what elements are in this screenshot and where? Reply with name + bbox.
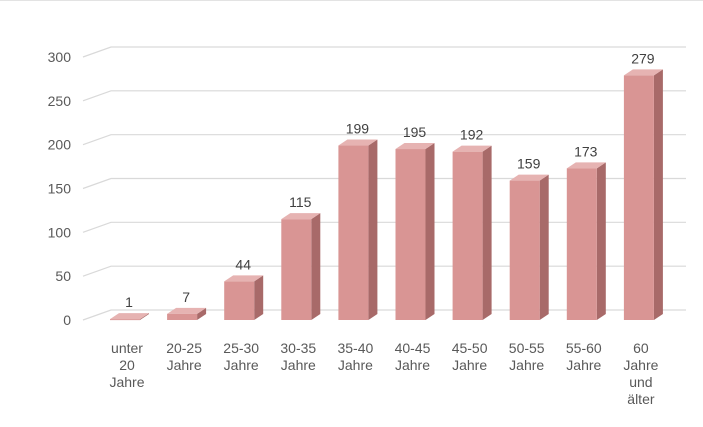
category-label-line: 50-55 [509, 340, 545, 356]
bar [509, 174, 549, 320]
data-label: 199 [346, 121, 370, 137]
category-label-line: 30-35 [280, 340, 316, 356]
category-label-line: 20 [119, 357, 135, 373]
category-label-line: 40-45 [395, 340, 431, 356]
category-label-line: Jahre [452, 357, 487, 373]
bar [110, 313, 149, 321]
category-label-line: Jahre [395, 357, 430, 373]
category-label: 50-55 Jahre [509, 340, 545, 373]
gridline [82, 46, 686, 58]
category-label-line: Jahre [224, 357, 259, 373]
category-label: 25-30 Jahre [223, 340, 259, 373]
category-label: 45-50 Jahre [452, 340, 488, 373]
category-label-line: Jahre [338, 357, 373, 373]
category-label-line: Jahre [109, 374, 144, 390]
bar [623, 69, 663, 320]
bar [338, 139, 378, 320]
bars [110, 69, 663, 321]
data-label: 44 [235, 256, 251, 272]
y-axis-ticks: 0 50 100 150 200 250 300 [48, 49, 72, 328]
gridline [82, 134, 686, 146]
category-label-line: und [629, 374, 652, 390]
category-label: 55-60 Jahre [566, 340, 602, 373]
bar [452, 145, 492, 320]
data-labels: 1 7 44 115 199 195 192 159 173 279 [125, 50, 655, 310]
category-label-line: 60 [633, 340, 649, 356]
y-tick-label: 50 [55, 268, 71, 284]
category-label-line: Jahre [281, 357, 316, 373]
data-label: 115 [289, 194, 312, 210]
bar [281, 213, 321, 320]
data-label: 1 [125, 294, 133, 310]
category-label-line: Jahre [566, 357, 601, 373]
y-tick-label: 100 [48, 224, 72, 240]
gridline [82, 90, 686, 102]
category-label: 20-25 Jahre [166, 340, 202, 373]
category-label: 30-35 Jahre [280, 340, 316, 373]
category-label-line: älter [627, 391, 655, 407]
category-label-line: Jahre [623, 357, 658, 373]
data-label: 195 [403, 124, 427, 140]
data-label: 279 [631, 50, 655, 66]
category-label-line: unter [111, 340, 143, 356]
gridline [82, 309, 686, 321]
category-label-line: Jahre [509, 357, 544, 373]
bar [167, 307, 207, 320]
category-label-line: 25-30 [223, 340, 259, 356]
gridline [82, 221, 686, 233]
y-tick-label: 200 [48, 137, 72, 153]
y-tick-label: 250 [48, 93, 72, 109]
category-label: 60 Jahre und älter [623, 340, 658, 407]
data-label: 159 [517, 156, 541, 172]
y-tick-label: 300 [48, 49, 72, 65]
bar [395, 143, 435, 320]
gridlines [82, 46, 686, 321]
bar [224, 275, 264, 320]
y-tick-label: 150 [48, 181, 72, 197]
y-tick-label: 0 [63, 312, 71, 328]
category-label: 35-40 Jahre [337, 340, 373, 373]
category-label-line: 35-40 [337, 340, 373, 356]
category-label: unter 20 Jahre [109, 340, 144, 390]
gridline [82, 177, 686, 190]
bar [566, 162, 606, 320]
category-label-line: 55-60 [566, 340, 602, 356]
data-label: 192 [460, 127, 484, 143]
category-label: 40-45 Jahre [395, 340, 431, 373]
category-label-line: 45-50 [452, 340, 488, 356]
data-label: 7 [182, 289, 190, 305]
data-label: 173 [574, 143, 598, 159]
category-label-line: 20-25 [166, 340, 202, 356]
gridline [82, 265, 686, 277]
category-label-line: Jahre [167, 357, 202, 373]
